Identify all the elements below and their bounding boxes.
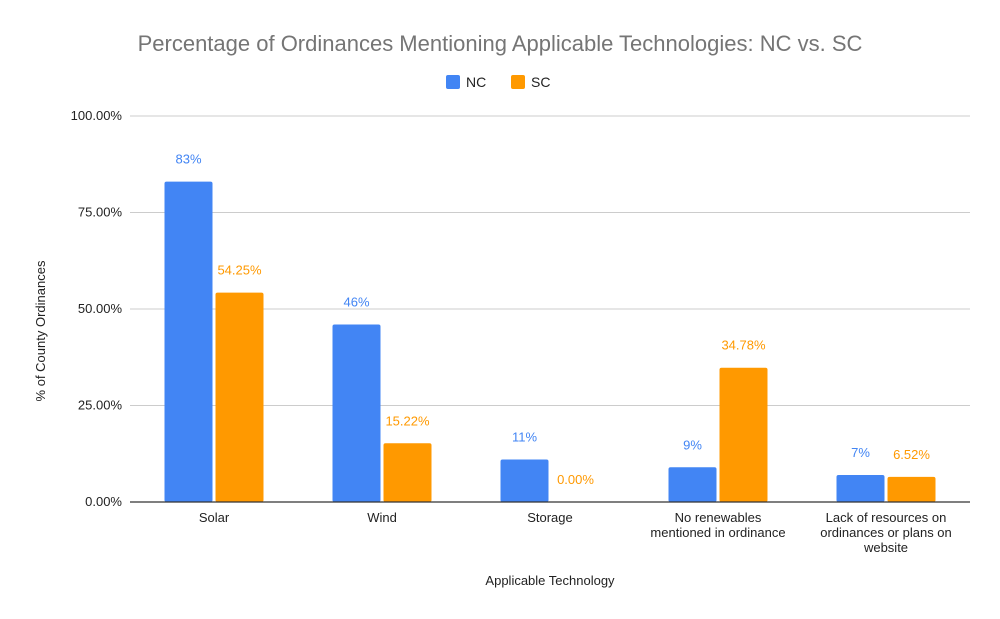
bars: [164, 181, 936, 502]
data-label-nc: 46%: [343, 294, 369, 309]
bar-sc: [887, 476, 936, 502]
legend-label-nc: NC: [466, 74, 486, 90]
category-label: Solar: [199, 510, 230, 525]
bar-sc: [215, 292, 264, 502]
category-label: No renewables: [675, 510, 762, 525]
chart-title: Percentage of Ordinances Mentioning Appl…: [138, 31, 863, 56]
gridlines: [130, 115, 970, 406]
category-label: Storage: [527, 510, 573, 525]
y-tick-label: 25.00%: [78, 398, 123, 413]
bar-nc: [836, 474, 885, 502]
bar-nc: [164, 181, 213, 502]
bar-nc: [500, 459, 549, 502]
y-tick-label: 50.00%: [78, 301, 123, 316]
bar-sc: [383, 443, 432, 502]
data-label-nc: 7%: [851, 445, 870, 460]
y-tick-label: 100.00%: [71, 108, 123, 123]
data-label-sc: 15.22%: [385, 413, 430, 428]
legend-swatch-nc: [446, 75, 460, 89]
bar-sc: [719, 367, 768, 502]
data-label-sc: 6.52%: [893, 447, 930, 462]
category-label: website: [863, 540, 908, 555]
data-label-nc: 11%: [512, 430, 537, 445]
legend-swatch-sc: [511, 75, 525, 89]
category-label: Wind: [367, 510, 397, 525]
y-axis-ticks: 0.00% 25.00% 50.00% 75.00% 100.00%: [71, 108, 123, 509]
data-label-sc: 0.00%: [557, 472, 594, 487]
data-label-nc: 83%: [175, 152, 201, 167]
category-label: ordinances or plans on: [820, 525, 952, 540]
y-tick-label: 75.00%: [78, 205, 123, 220]
y-tick-label: 0.00%: [85, 494, 122, 509]
bar-nc: [332, 324, 381, 502]
data-label-sc: 54.25%: [217, 263, 262, 278]
legend: NC SC: [446, 74, 550, 90]
data-labels: 83% 54.25% 46% 15.22% 11% 0.00% 9% 34.78% 7% 6.52…: [175, 152, 930, 487]
data-label-sc: 34.78%: [721, 338, 766, 353]
bar-nc: [668, 467, 717, 502]
legend-label-sc: SC: [531, 74, 550, 90]
category-label: mentioned in ordinance: [650, 525, 785, 540]
category-label: Lack of resources on: [826, 510, 947, 525]
data-label-nc: 9%: [683, 437, 702, 452]
y-axis-title: % of County Ordinances: [33, 260, 48, 401]
x-axis-title: Applicable Technology: [485, 573, 615, 588]
